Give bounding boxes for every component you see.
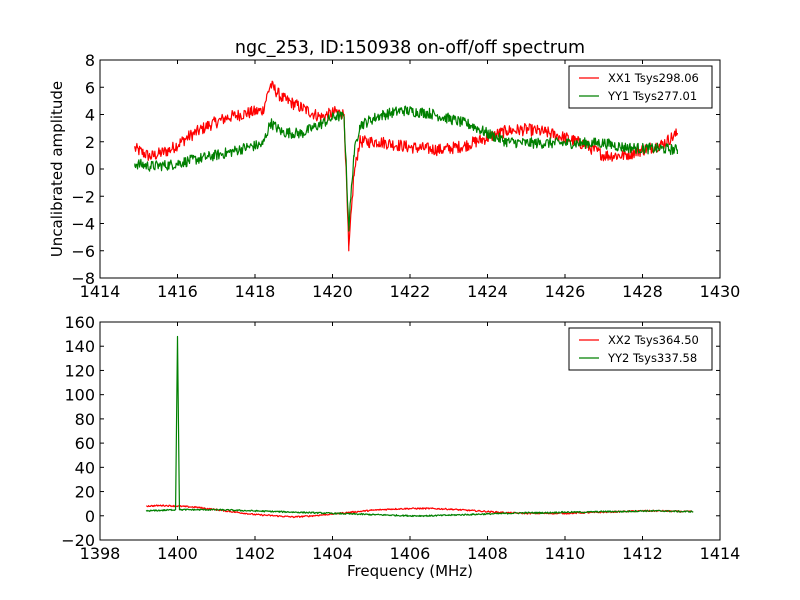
x-axis-label: Frequency (MHz) <box>347 562 473 580</box>
x-tick-label: 1404 <box>312 544 353 563</box>
series-line-yy2 <box>145 335 694 518</box>
y-tick-label: 120 <box>64 361 95 380</box>
x-tick-label: 1398 <box>80 544 121 563</box>
y-tick-label: −20 <box>61 531 95 550</box>
y-tick-label: 0 <box>85 507 95 526</box>
y-tick-label: 100 <box>64 386 95 405</box>
x-tick-label: 1418 <box>235 282 276 301</box>
legend: XX1 Tsys298.06 YY1 Tsys277.01 <box>568 65 713 109</box>
y-axis-label: Uncalibrated amplitude <box>48 81 66 257</box>
y-tick-label: 8 <box>85 51 95 70</box>
legend-box <box>568 65 713 109</box>
y-tick-label: −4 <box>71 215 95 234</box>
x-tick-label: 1422 <box>390 282 431 301</box>
legend: XX2 Tsys364.50 YY2 Tsys337.58 <box>568 327 713 371</box>
x-tick-label: 1408 <box>467 544 508 563</box>
y-tick-label: 160 <box>64 313 95 332</box>
x-tick-label: 1416 <box>157 282 198 301</box>
y-tick-label: 6 <box>85 78 95 97</box>
y-tick-label: 80 <box>75 410 95 429</box>
x-tick-label: 1428 <box>622 282 663 301</box>
chart-title: ngc_253, ID:150938 on-off/off spectrum <box>235 38 585 58</box>
legend-entry: YY2 Tsys337.58 <box>607 351 697 365</box>
x-tick-label: 1400 <box>157 544 198 563</box>
y-tick-label: 2 <box>85 133 95 152</box>
x-tick-label: 1430 <box>700 282 741 301</box>
x-tick-label: 1410 <box>545 544 586 563</box>
y-tick-label: 60 <box>75 434 95 453</box>
legend-entry: XX1 Tsys298.06 <box>608 71 699 85</box>
y-tick-label: −6 <box>71 242 95 261</box>
bottom-axes: 1398 1400 1402 1404 1406 1408 1410 1412 1414 −20 0… <box>61 313 740 563</box>
x-tick-label: 1424 <box>467 282 508 301</box>
y-tick-label: 40 <box>75 458 95 477</box>
legend-entry: XX2 Tsys364.50 <box>608 333 699 347</box>
x-tick-label: 1414 <box>700 544 741 563</box>
x-tick-label: 1412 <box>622 544 663 563</box>
y-tick-label: 20 <box>75 483 95 502</box>
y-tick-label: −2 <box>71 187 95 206</box>
legend-box <box>568 327 713 371</box>
x-tick-label: 1426 <box>545 282 586 301</box>
legend-entry: YY1 Tsys277.01 <box>607 89 697 103</box>
x-tick-label: 1414 <box>80 282 121 301</box>
y-tick-label: 4 <box>85 106 95 125</box>
series-line-yy1 <box>134 105 678 232</box>
top-axes: 1414 1416 1418 1420 1422 1424 1426 1428 1430 −8 −6… <box>71 51 740 301</box>
y-tick-label: 0 <box>85 160 95 179</box>
x-tick-label: 1420 <box>312 282 353 301</box>
x-tick-label: 1406 <box>390 544 431 563</box>
y-tick-label: 140 <box>64 337 95 356</box>
x-tick-label: 1402 <box>235 544 276 563</box>
y-tick-label: −8 <box>71 269 95 288</box>
